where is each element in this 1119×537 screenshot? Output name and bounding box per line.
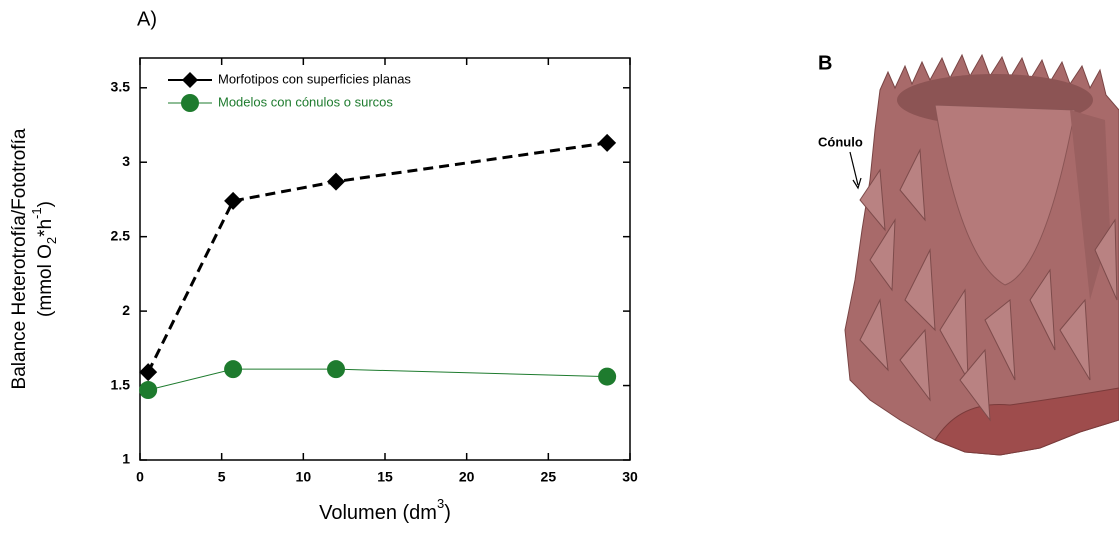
panel-b: B Cónulo <box>818 52 1119 456</box>
y-label-sup: -1 <box>29 207 44 219</box>
y-label-sub: 2 <box>44 237 59 244</box>
legend-label: Morfotipos con superficies planas <box>218 71 411 86</box>
legend-marker <box>181 94 199 112</box>
x-tick-label: 5 <box>218 469 226 485</box>
data-point <box>224 360 243 379</box>
data-point <box>327 172 345 191</box>
conules <box>859 148 1118 422</box>
annotation-arrow <box>849 151 859 186</box>
y-tick-label: 3 <box>122 153 130 169</box>
data-point <box>598 367 617 386</box>
data-point <box>139 381 158 400</box>
x-tick-label: 10 <box>296 469 312 485</box>
data-point <box>139 363 158 382</box>
y-tick-label: 2.5 <box>111 227 131 243</box>
y-label-text: *h <box>35 219 56 237</box>
x-label-sup: 3 <box>437 496 444 511</box>
plot-area: 0 5 10 15 20 25 30 1 1.5 2 2.5 3 3.5 Morfotipos con s… <box>111 58 638 485</box>
y-tick-label: 2 <box>122 302 130 318</box>
legend-label: Modelos con cónulos o surcos <box>218 94 393 109</box>
sponge-inner <box>934 104 1076 286</box>
y-label-text: (mmol O <box>35 244 56 317</box>
annotation: Cónulo <box>818 134 863 149</box>
y-axis-label: Balance Heterotrofía/Fototrofía (mmol O2… <box>9 128 59 389</box>
arrowhead <box>852 177 862 190</box>
legend-item: Modelos con cónulos o surcos <box>168 94 393 112</box>
data-point <box>327 360 345 379</box>
series-line <box>146 141 608 373</box>
panel-b-label: B <box>818 52 832 74</box>
x-label-end: ) <box>444 502 451 524</box>
x-tick-label: 0 <box>136 469 144 485</box>
y-tick-label: 1 <box>122 451 130 467</box>
series-line <box>148 368 608 391</box>
y-tick-label: 1.5 <box>111 376 131 392</box>
data-point <box>224 191 243 210</box>
data-point <box>598 133 617 152</box>
x-label-text: Volumen (dm <box>319 502 437 524</box>
legend-item: Morfotipos con superficies planas <box>168 71 411 88</box>
panel-label: A) <box>137 8 157 30</box>
x-axis-label: Volumen (dm3) <box>319 496 451 524</box>
x-tick-label: 20 <box>459 469 475 485</box>
legend-marker <box>182 72 198 88</box>
x-tick-label: 25 <box>541 469 557 485</box>
sponge-base <box>934 387 1119 456</box>
y-tick-label: 3.5 <box>111 78 131 94</box>
x-tick-label: 30 <box>622 469 638 485</box>
y-label-line2: (mmol O2*h-1) <box>29 201 59 317</box>
x-tick-label: 15 <box>377 469 393 485</box>
plot-frame <box>139 57 631 461</box>
y-label-line1: Balance Heterotrofía/Fototrofía <box>9 128 30 389</box>
y-label-end: ) <box>35 201 56 207</box>
